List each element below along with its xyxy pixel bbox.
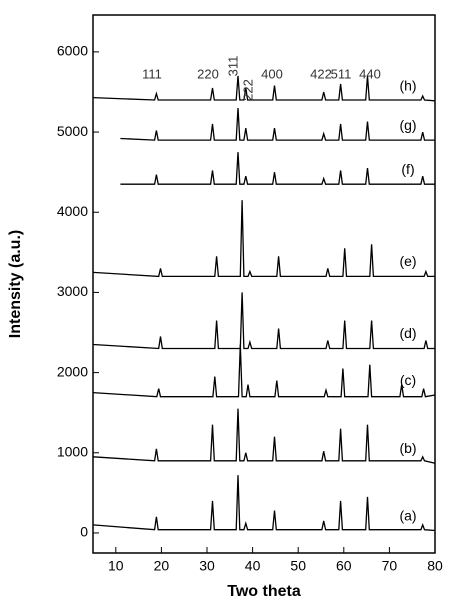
y-axis-title: Intensity (a.u.) — [7, 230, 24, 338]
xrd-pattern — [92, 344, 436, 398]
y-tick-label: 1000 — [57, 443, 88, 459]
x-tick-label: 30 — [199, 558, 215, 574]
pattern-label: (g) — [399, 117, 416, 133]
pattern-label: (h) — [399, 77, 416, 93]
peak-index-label: 400 — [261, 66, 283, 81]
pattern-label: (b) — [399, 440, 416, 456]
xrd-pattern — [92, 75, 436, 102]
y-tick-label: 6000 — [57, 43, 88, 59]
xrd-pattern — [92, 292, 435, 350]
y-tick-label: 4000 — [57, 203, 88, 219]
x-axis-title: Two theta — [227, 583, 301, 600]
peak-index-label: 111 — [142, 66, 162, 81]
pattern-label: (f) — [401, 161, 414, 177]
y-tick-label: 3000 — [57, 283, 88, 299]
xrd-pattern — [92, 475, 436, 532]
x-tick-label: 70 — [382, 558, 398, 574]
y-tick-label: 2000 — [57, 363, 88, 379]
x-tick-label: 10 — [108, 558, 124, 574]
pattern-label: (d) — [399, 325, 416, 341]
pattern-label: (e) — [399, 253, 416, 269]
peak-index-label: 222 — [240, 79, 255, 101]
y-tick-label: 5000 — [57, 123, 88, 139]
xrd-pattern — [120, 152, 435, 185]
pattern-label: (c) — [400, 372, 416, 388]
x-tick-label: 40 — [245, 558, 261, 574]
y-tick-label: 0 — [80, 524, 88, 540]
plot-frame — [92, 14, 436, 554]
x-tick-label: 50 — [290, 558, 306, 574]
xrd-pattern — [92, 408, 436, 464]
peak-index-label: 422 — [310, 66, 332, 81]
pattern-label: (a) — [399, 507, 416, 523]
peak-index-label: 440 — [359, 66, 381, 81]
peak-index-label: 511 — [331, 66, 352, 81]
xrd-pattern — [92, 200, 435, 278]
x-tick-label: 80 — [427, 558, 443, 574]
peak-index-label: 311 — [225, 56, 240, 77]
x-tick-label: 20 — [154, 558, 170, 574]
x-tick-label: 60 — [336, 558, 352, 574]
peak-index-label: 220 — [197, 66, 219, 81]
xrd-pattern — [120, 107, 435, 141]
